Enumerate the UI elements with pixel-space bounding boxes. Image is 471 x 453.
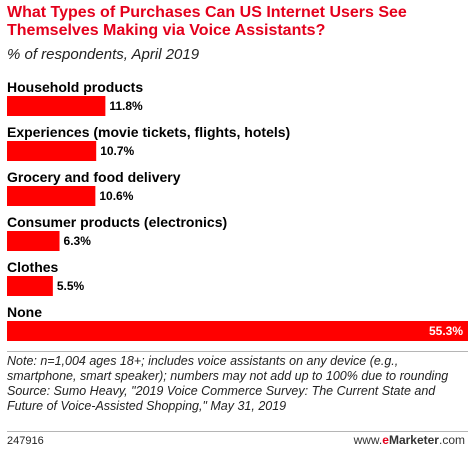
brand-suffix: .com [438, 433, 465, 447]
value-label: 10.7% [100, 144, 134, 158]
category-label: None [7, 304, 42, 320]
value-label: 11.8% [109, 99, 143, 113]
category-label: Household products [7, 79, 143, 95]
brand-name: Marketer [388, 433, 439, 447]
category-label: Consumer products (electronics) [7, 214, 227, 230]
chart-id: 247916 [7, 435, 44, 447]
brand-prefix: www. [353, 433, 383, 447]
note-divider [7, 351, 468, 352]
chart-note: Note: n=1,004 ages 18+; includes voice a… [7, 354, 467, 414]
category-label: Clothes [7, 259, 59, 275]
bar [7, 186, 96, 206]
category-label: Grocery and food delivery [7, 169, 181, 185]
value-label: 5.5% [57, 279, 85, 293]
bar [7, 231, 60, 251]
chart-subtitle: % of respondents, April 2019 [7, 46, 200, 63]
bar [7, 141, 97, 161]
bar [7, 321, 468, 341]
category-label: Experiences (movie tickets, flights, hot… [7, 124, 290, 140]
brand-e: e [382, 433, 389, 447]
chart-title: What Types of Purchases Can US Internet … [7, 4, 407, 39]
bar [7, 96, 106, 116]
value-label: 55.3% [429, 324, 463, 338]
source-text: Source: Sumo Heavy, "2019 Voice Commerce… [7, 384, 436, 413]
emarketer-logo: www.eMarketer.com [354, 433, 465, 448]
footer-divider [7, 431, 468, 432]
bar [7, 276, 53, 296]
value-label: 10.6% [99, 189, 133, 203]
bar-chart: Household products 11.8% Experiences (movi… [7, 79, 468, 341]
note-text: Note: n=1,004 ages 18+; includes voice a… [7, 354, 449, 383]
value-label: 6.3% [64, 234, 92, 248]
